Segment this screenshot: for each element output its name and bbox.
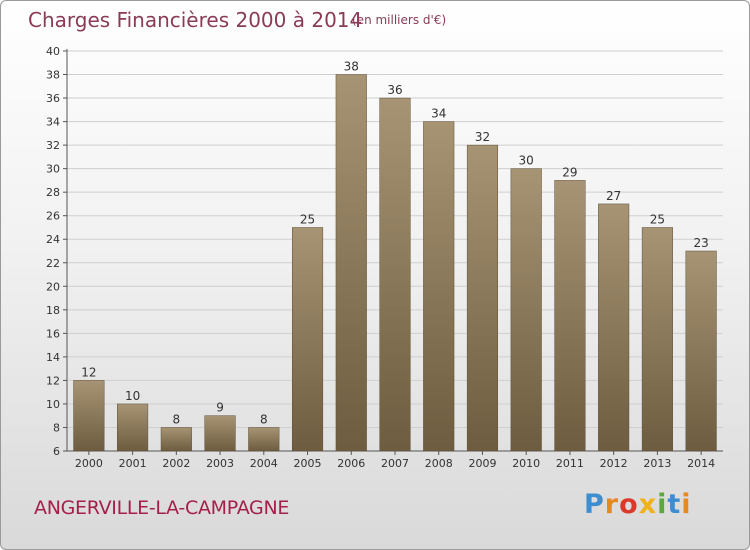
y-tick-label: 26 (46, 210, 60, 223)
x-tick-label: 2002 (162, 457, 190, 470)
y-tick-label: 8 (53, 421, 60, 434)
data-label: 29 (562, 165, 577, 179)
bar-2008 (423, 121, 455, 452)
bar-2010 (510, 168, 542, 452)
y-tick-label: 28 (46, 186, 60, 199)
data-label: 27 (606, 189, 621, 203)
y-tick-label: 32 (46, 139, 60, 152)
x-tick-label: 2010 (512, 457, 540, 470)
data-label: 25 (650, 212, 665, 226)
y-tick-label: 22 (46, 257, 60, 270)
logo-letter: r (604, 489, 620, 520)
data-label: 23 (693, 236, 708, 250)
x-tick-label: 2013 (643, 457, 671, 470)
data-label: 10 (125, 389, 140, 403)
y-tick-label: 18 (46, 304, 60, 317)
x-tick-label: 2003 (206, 457, 234, 470)
logo-letter: x (638, 489, 658, 520)
logo-letter: i (657, 489, 668, 520)
data-label: 8 (173, 412, 181, 426)
x-tick-label: 2004 (250, 457, 278, 470)
y-tick-label: 36 (46, 92, 60, 105)
bar-2007 (379, 97, 411, 452)
bar-2006 (335, 74, 367, 452)
data-label: 9 (216, 401, 224, 415)
x-tick-label: 2014 (687, 457, 715, 470)
data-label: 38 (344, 60, 359, 74)
commune-name: ANGERVILLE-LA-CAMPAGNE (34, 497, 290, 519)
data-label: 32 (475, 130, 490, 144)
x-tick-label: 2005 (294, 457, 322, 470)
logo-letter: o (619, 489, 639, 520)
bar-2014 (685, 250, 717, 452)
x-tick-label: 2006 (337, 457, 365, 470)
bar-2005 (291, 227, 324, 452)
bar-2000 (73, 380, 105, 452)
y-tick-label: 6 (53, 445, 60, 458)
bar-2002 (160, 427, 192, 452)
bar-2009 (466, 144, 499, 452)
logo-letter: i (681, 489, 692, 520)
labels: 6 8 10 12 14 16 18 20 22 24 26 28 30 32 34 36 38 40 12 2000… (46, 45, 715, 470)
x-tick-label: 2000 (75, 457, 103, 470)
bar-2011 (554, 180, 586, 452)
bar-2013 (641, 227, 673, 452)
logo-letter: P (584, 489, 605, 520)
data-label: 30 (519, 154, 534, 168)
y-tick-label: 12 (46, 374, 60, 387)
x-tick-label: 2009 (468, 457, 496, 470)
bar-2004 (248, 427, 280, 452)
x-tick-label: 2008 (425, 457, 453, 470)
logo-letter: t (667, 489, 682, 520)
y-tick-label: 38 (46, 69, 60, 82)
data-label: 12 (81, 365, 96, 379)
y-tick-label: 10 (46, 398, 60, 411)
x-tick-label: 2011 (556, 457, 584, 470)
chart-title: Charges Financières 2000 à 2014 (28, 8, 363, 32)
proxiti-logo[interactable]: Proxiti (584, 489, 692, 520)
y-tick-label: 20 (46, 280, 60, 293)
y-tick-label: 30 (46, 163, 60, 176)
y-tick-label: 16 (46, 327, 60, 340)
y-tick-label: 24 (46, 233, 60, 246)
x-tick-label: 2012 (600, 457, 628, 470)
x-tick-label: 2007 (381, 457, 409, 470)
data-label: 36 (387, 83, 402, 97)
data-label: 8 (260, 412, 268, 426)
y-tick-label: 14 (46, 351, 60, 364)
y-tick-label: 34 (46, 116, 60, 129)
data-label: 34 (431, 107, 446, 121)
bar-2001 (117, 403, 149, 452)
data-label: 25 (300, 212, 315, 226)
y-tick-label: 40 (46, 45, 60, 58)
bars (73, 74, 717, 452)
chart-subtitle: (en milliers d'€) (352, 13, 447, 27)
bar-2012 (598, 203, 630, 452)
x-tick-label: 2001 (119, 457, 147, 470)
bar-2003 (204, 415, 236, 452)
